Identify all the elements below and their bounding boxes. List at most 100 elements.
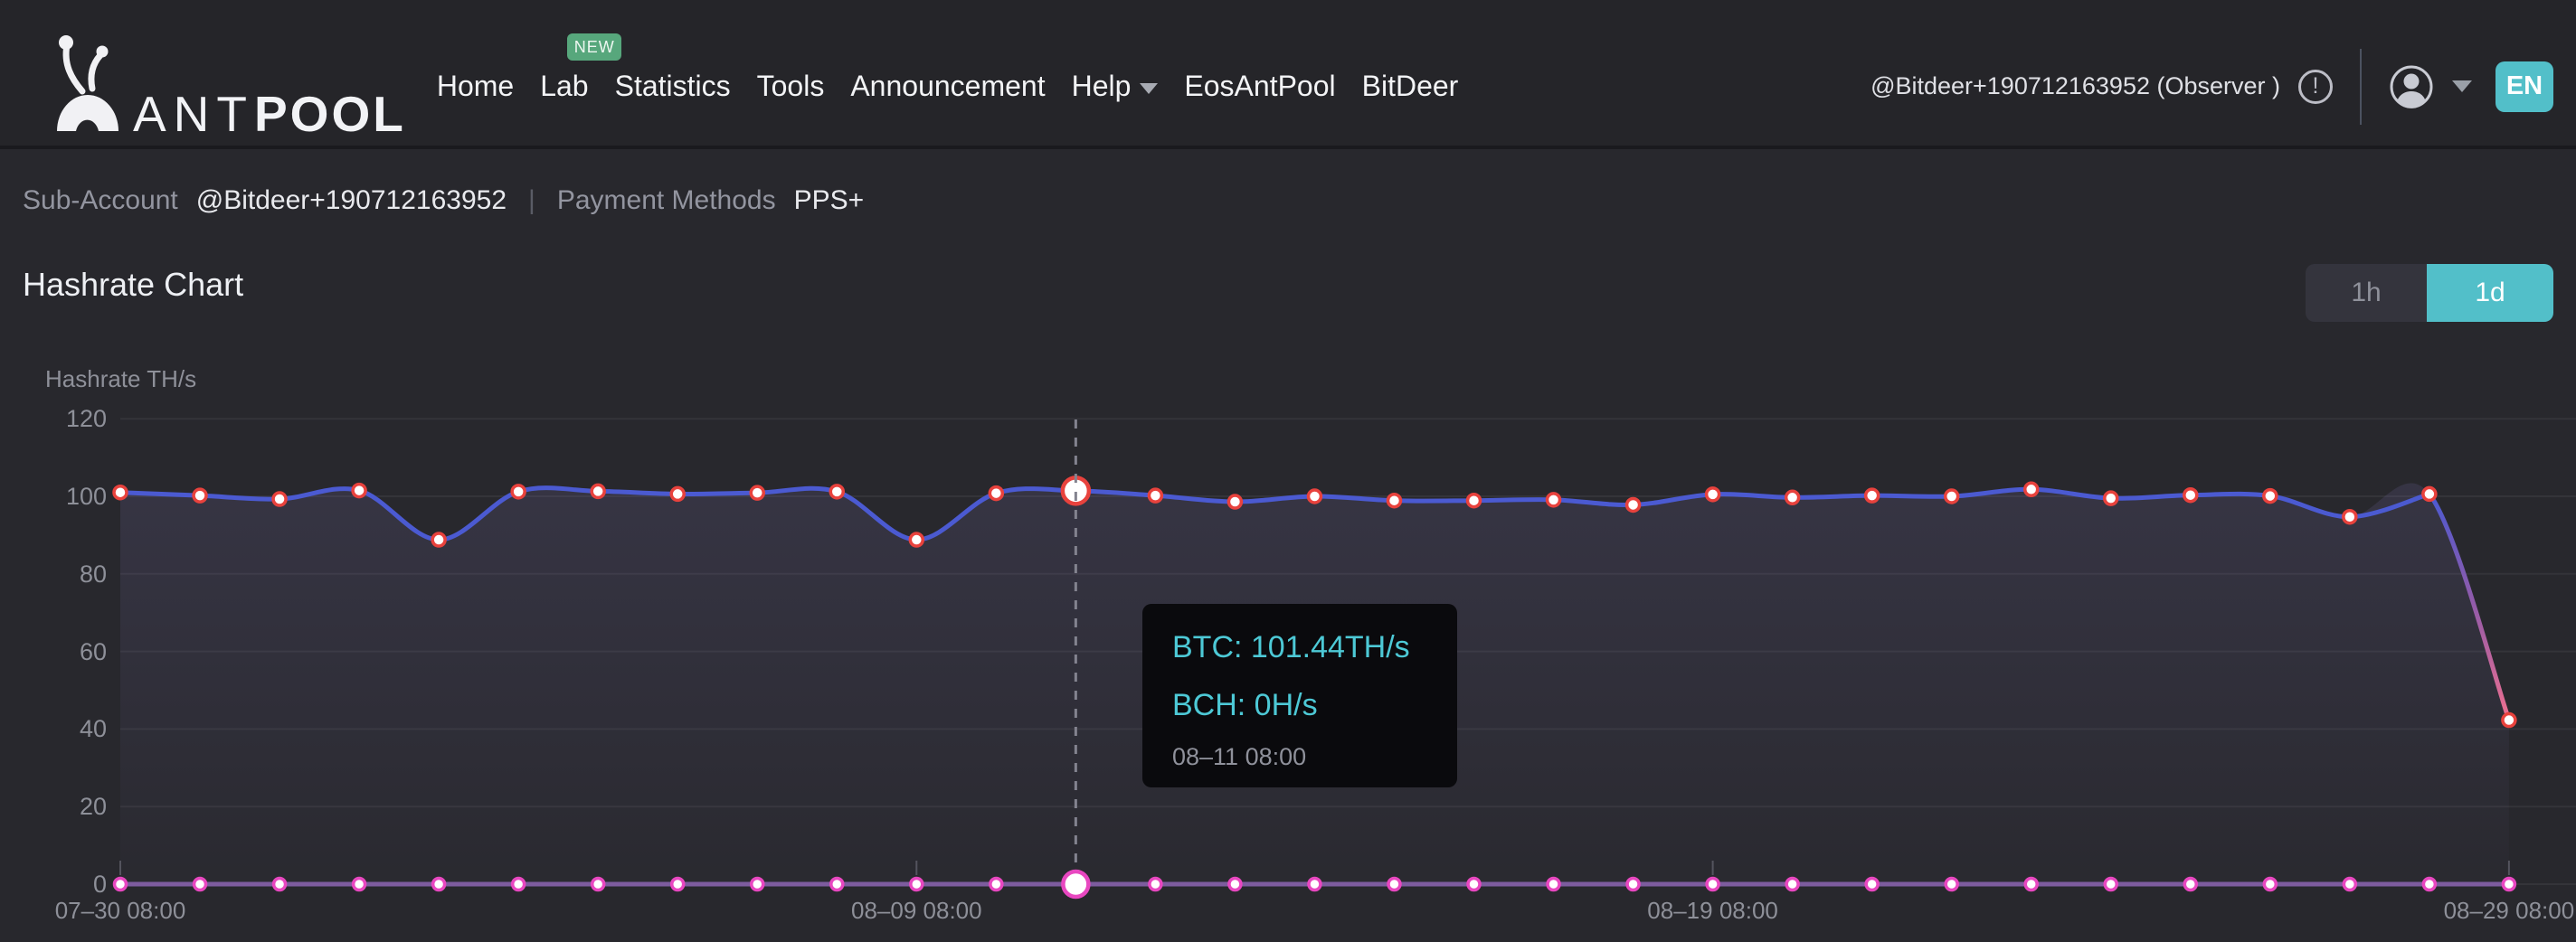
range-toggle: 1h 1d: [2306, 264, 2553, 322]
antpool-logo[interactable]: ANTPOOL: [52, 33, 406, 139]
nav-item-statistics[interactable]: Statistics: [614, 70, 731, 102]
ant-logo-icon: [52, 33, 124, 139]
btc-data-point[interactable]: [1784, 489, 1801, 506]
new-badge: NEW: [567, 33, 622, 61]
bch-data-point-highlight[interactable]: [1061, 869, 1091, 900]
bch-data-point[interactable]: [829, 876, 845, 892]
tooltip-date: 08–11 08:00: [1172, 743, 1307, 770]
y-tick-label: 80: [79, 560, 107, 588]
btc-data-point[interactable]: [1545, 492, 1562, 508]
bch-data-point[interactable]: [2262, 876, 2278, 892]
bch-data-point[interactable]: [112, 876, 128, 892]
chevron-down-icon: [1140, 82, 1159, 94]
nav-item-bitdeer[interactable]: BitDeer: [1361, 70, 1459, 102]
btc-data-point[interactable]: [829, 484, 846, 500]
btc-data-point[interactable]: [1386, 492, 1403, 509]
y-tick-label: 20: [79, 793, 107, 821]
btc-data-point[interactable]: [749, 485, 765, 501]
y-tick-label: 120: [65, 405, 107, 433]
btc-data-point[interactable]: [908, 532, 925, 548]
nav-item-tools[interactable]: Tools: [756, 70, 825, 102]
bch-data-point[interactable]: [2501, 876, 2517, 892]
nav-item-help[interactable]: Help: [1072, 70, 1159, 103]
bch-data-point[interactable]: [1944, 876, 1959, 892]
bch-data-point[interactable]: [1148, 876, 1163, 892]
language-toggle[interactable]: EN: [2496, 61, 2553, 112]
btc-data-point[interactable]: [2342, 508, 2358, 525]
btc-data-point[interactable]: [1624, 496, 1642, 513]
btc-data-point[interactable]: [2501, 711, 2517, 729]
bch-data-point[interactable]: [271, 876, 288, 892]
btc-data-point[interactable]: [1943, 488, 1960, 504]
nav-item-lab[interactable]: Lab NEW: [540, 33, 622, 103]
bch-data-point[interactable]: [1625, 876, 1641, 892]
btc-data-point[interactable]: [510, 484, 526, 500]
bch-data-point[interactable]: [749, 876, 765, 892]
bch-data-point[interactable]: [669, 876, 686, 892]
btc-data-point[interactable]: [1863, 487, 1880, 504]
bch-data-point[interactable]: [989, 876, 1004, 892]
nav-item-eosantpool[interactable]: EosAntPool: [1184, 70, 1336, 102]
btc-data-point[interactable]: [112, 484, 128, 501]
btc-data-point[interactable]: [351, 482, 367, 499]
bch-data-point[interactable]: [351, 876, 367, 892]
btc-data-point[interactable]: [431, 532, 447, 548]
user-avatar-icon[interactable]: [2389, 64, 2434, 109]
btc-data-point[interactable]: [271, 491, 288, 507]
bch-data-point[interactable]: [1387, 876, 1402, 892]
y-tick-label: 40: [79, 715, 107, 743]
btc-data-point[interactable]: [1704, 486, 1721, 503]
btc-data-point[interactable]: [2103, 490, 2119, 506]
page-title: Hashrate Chart: [23, 266, 244, 303]
observer-account-label: @Bitdeer+190712163952 (Observer ): [1870, 72, 2280, 99]
chart-tooltip: BTC: 101.44TH/s BCH: 0H/s 08–11 08:00: [1142, 604, 1457, 787]
btc-data-point[interactable]: [590, 483, 606, 500]
bch-data-point[interactable]: [2103, 876, 2118, 892]
y-tick-label: 100: [65, 483, 107, 510]
bch-data-point[interactable]: [1227, 876, 1243, 892]
nav-item-home[interactable]: Home: [436, 70, 515, 102]
bch-data-point[interactable]: [510, 876, 526, 892]
bch-data-point[interactable]: [431, 876, 447, 892]
bch-data-point[interactable]: [1546, 876, 1561, 892]
btc-data-point[interactable]: [988, 485, 1005, 502]
bch-data-point[interactable]: [1705, 876, 1720, 892]
range-button-1d[interactable]: 1d: [2427, 264, 2553, 322]
bch-data-point[interactable]: [192, 876, 208, 892]
payment-methods-label: Payment Methods: [556, 185, 776, 215]
btc-data-point[interactable]: [1465, 492, 1482, 509]
btc-data-point[interactable]: [192, 487, 208, 504]
bch-data-point[interactable]: [590, 876, 606, 892]
tooltip-bch-value: BCH: 0H/s: [1172, 688, 1318, 722]
bch-data-point[interactable]: [1307, 876, 1322, 892]
btc-data-point[interactable]: [1147, 487, 1164, 504]
btc-data-point[interactable]: [2262, 487, 2278, 504]
btc-data-point[interactable]: [2183, 486, 2199, 504]
main-nav: Home Lab NEW Statistics Tools Announcemen…: [436, 33, 1459, 103]
btc-data-point[interactable]: [1306, 488, 1323, 504]
header-account-area: @Bitdeer+190712163952 (Observer ) ! EN: [1870, 48, 2553, 125]
btc-data-point[interactable]: [669, 485, 686, 503]
bch-data-point[interactable]: [909, 876, 924, 892]
bch-data-point[interactable]: [1785, 876, 1800, 892]
alert-icon[interactable]: !: [2298, 69, 2333, 104]
range-button-1h[interactable]: 1h: [2306, 264, 2427, 322]
x-tick-label: 07–30 08:00: [54, 897, 186, 924]
btc-data-point[interactable]: [2022, 481, 2040, 498]
nav-item-announcement[interactable]: Announcement: [850, 70, 1046, 102]
bch-data-point[interactable]: [2183, 876, 2199, 892]
bch-data-point[interactable]: [2421, 876, 2438, 892]
x-tick-label: 08–09 08:00: [851, 897, 982, 924]
btc-data-point[interactable]: [1226, 494, 1244, 510]
bch-data-point[interactable]: [1864, 876, 1880, 892]
top-nav-bar: ANTPOOL Home Lab NEW Statistics Tools Ann…: [0, 0, 2576, 149]
bch-data-point[interactable]: [2023, 876, 2039, 892]
bch-data-point[interactable]: [2342, 876, 2358, 892]
account-dropdown-icon[interactable]: [2452, 80, 2472, 92]
x-tick-label: 08–29 08:00: [2443, 897, 2575, 924]
btc-data-point[interactable]: [2421, 485, 2438, 503]
btc-line-drop: [2427, 491, 2512, 723]
bch-data-point[interactable]: [1466, 876, 1482, 892]
tooltip-btc-value: BTC: 101.44TH/s: [1172, 630, 1410, 664]
